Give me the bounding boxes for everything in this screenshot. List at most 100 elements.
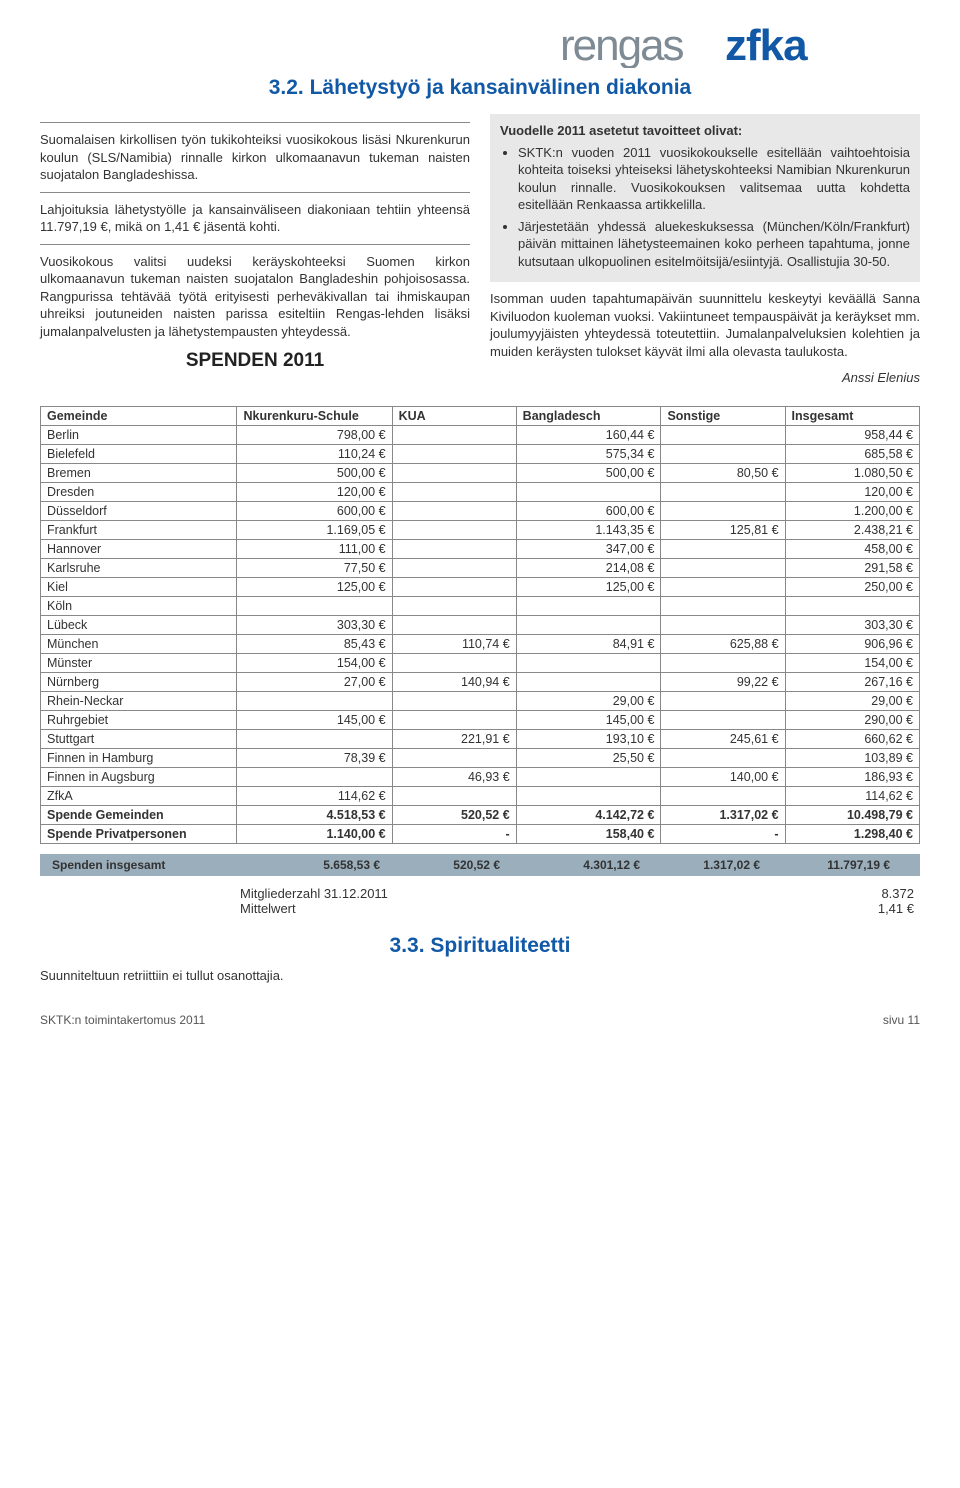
- row-value: [661, 502, 785, 521]
- row-value: 906,96 €: [785, 635, 919, 654]
- table-col-header: Insgesamt: [785, 407, 919, 426]
- row-label: Karlsruhe: [41, 559, 237, 578]
- row-value: 660,62 €: [785, 730, 919, 749]
- total-value: 11.797,19 €: [766, 858, 896, 872]
- row-value: 25,50 €: [516, 749, 661, 768]
- row-value: 154,00 €: [785, 654, 919, 673]
- row-value: -: [661, 825, 785, 844]
- meta-block: Mitgliederzahl 31.12.20118.372Mittelwert…: [240, 886, 920, 916]
- table-col-header: Bangladesch: [516, 407, 661, 426]
- row-value: 575,34 €: [516, 445, 661, 464]
- row-value: [661, 597, 785, 616]
- row-value: [392, 445, 516, 464]
- table-col-header: Nkurenkuru-Schule: [237, 407, 392, 426]
- section-title: 3.2. Lähetystyö ja kansainvälinen diakon…: [40, 76, 920, 100]
- row-value: 2.438,21 €: [785, 521, 919, 540]
- row-label: Stuttgart: [41, 730, 237, 749]
- row-value: 154,00 €: [237, 654, 392, 673]
- page-footer: SKTK:n toimintakertomus 2011 sivu 11: [40, 1013, 920, 1027]
- row-value: [785, 597, 919, 616]
- row-value: [516, 787, 661, 806]
- table-row: Frankfurt1.169,05 €1.143,35 €125,81 €2.4…: [41, 521, 920, 540]
- row-value: [661, 540, 785, 559]
- row-value: [661, 692, 785, 711]
- goals-item: SKTK:n vuoden 2011 vuosikokoukselle esit…: [518, 144, 910, 214]
- divider: [40, 244, 470, 245]
- row-value: 103,89 €: [785, 749, 919, 768]
- row-value: [516, 483, 661, 502]
- row-label: Kiel: [41, 578, 237, 597]
- row-value: 1.143,35 €: [516, 521, 661, 540]
- total-label: Spenden insgesamt: [46, 858, 236, 872]
- divider: [40, 192, 470, 193]
- table-row: Ruhrgebiet145,00 €145,00 €290,00 €: [41, 711, 920, 730]
- table-row: Hannover111,00 €347,00 €458,00 €: [41, 540, 920, 559]
- row-label: Spende Gemeinden: [41, 806, 237, 825]
- logo-text-zfka: zfka: [725, 21, 808, 68]
- row-value: 140,00 €: [661, 768, 785, 787]
- table-row: Düsseldorf600,00 €600,00 €1.200,00 €: [41, 502, 920, 521]
- row-value: 125,00 €: [237, 578, 392, 597]
- table-row: Spende Privatpersonen1.140,00 €-158,40 €…: [41, 825, 920, 844]
- section-title-2: 3.3. Spiritualiteetti: [40, 934, 920, 958]
- row-label: Bielefeld: [41, 445, 237, 464]
- row-value: 125,81 €: [661, 521, 785, 540]
- goals-box: Vuodelle 2011 asetetut tavoitteet olivat…: [490, 114, 920, 282]
- two-column-text: Suomalaisen kirkollisen työn tukikohteik…: [40, 114, 920, 394]
- row-value: 114,62 €: [785, 787, 919, 806]
- table-row: Kiel125,00 €125,00 €250,00 €: [41, 578, 920, 597]
- logo-row: rengas zfka: [40, 20, 920, 68]
- table-row: Spende Gemeinden4.518,53 €520,52 €4.142,…: [41, 806, 920, 825]
- row-value: 1.200,00 €: [785, 502, 919, 521]
- row-value: [661, 711, 785, 730]
- total-value: 520,52 €: [386, 858, 506, 872]
- row-label: Lübeck: [41, 616, 237, 635]
- total-value: 5.658,53 €: [236, 858, 386, 872]
- row-label: Berlin: [41, 426, 237, 445]
- row-value: [392, 692, 516, 711]
- row-value: [392, 654, 516, 673]
- row-value: 140,94 €: [392, 673, 516, 692]
- row-value: [516, 616, 661, 635]
- table-row: Köln: [41, 597, 920, 616]
- footer-left: SKTK:n toimintakertomus 2011: [40, 1013, 205, 1027]
- row-value: 110,24 €: [237, 445, 392, 464]
- row-value: 520,52 €: [392, 806, 516, 825]
- row-value: 145,00 €: [516, 711, 661, 730]
- row-value: 78,39 €: [237, 749, 392, 768]
- row-value: [661, 559, 785, 578]
- row-value: [661, 654, 785, 673]
- row-value: [392, 464, 516, 483]
- row-label: Frankfurt: [41, 521, 237, 540]
- row-value: 4.518,53 €: [237, 806, 392, 825]
- row-label: Hannover: [41, 540, 237, 559]
- row-value: [392, 787, 516, 806]
- table-row: Dresden120,00 €120,00 €: [41, 483, 920, 502]
- divider: [40, 122, 470, 123]
- table-row: Finnen in Hamburg78,39 €25,50 €103,89 €: [41, 749, 920, 768]
- row-value: [237, 597, 392, 616]
- spenden-title: SPENDEN 2011: [40, 348, 470, 374]
- row-value: 160,44 €: [516, 426, 661, 445]
- table-col-header: Sonstige: [661, 407, 785, 426]
- row-value: [392, 540, 516, 559]
- row-value: 958,44 €: [785, 426, 919, 445]
- row-value: 10.498,79 €: [785, 806, 919, 825]
- left-p3: Vuosikokous valitsi uudeksi keräyskohtee…: [40, 253, 470, 341]
- footer-right: sivu 11: [883, 1013, 920, 1027]
- row-value: [392, 578, 516, 597]
- table-row: Nürnberg27,00 €140,94 €99,22 €267,16 €: [41, 673, 920, 692]
- table-col-header: Gemeinde: [41, 407, 237, 426]
- row-value: 250,00 €: [785, 578, 919, 597]
- rengas-zfka-logo: rengas zfka: [560, 20, 920, 68]
- logo-text-rengas: rengas: [560, 21, 684, 68]
- row-value: [661, 578, 785, 597]
- row-label: Münster: [41, 654, 237, 673]
- row-value: 125,00 €: [516, 578, 661, 597]
- row-value: 245,61 €: [661, 730, 785, 749]
- meta-row: Mitgliederzahl 31.12.20118.372: [240, 886, 920, 901]
- row-label: München: [41, 635, 237, 654]
- row-value: 290,00 €: [785, 711, 919, 730]
- total-value: 1.317,02 €: [646, 858, 766, 872]
- meta-value: 1,41 €: [440, 901, 920, 916]
